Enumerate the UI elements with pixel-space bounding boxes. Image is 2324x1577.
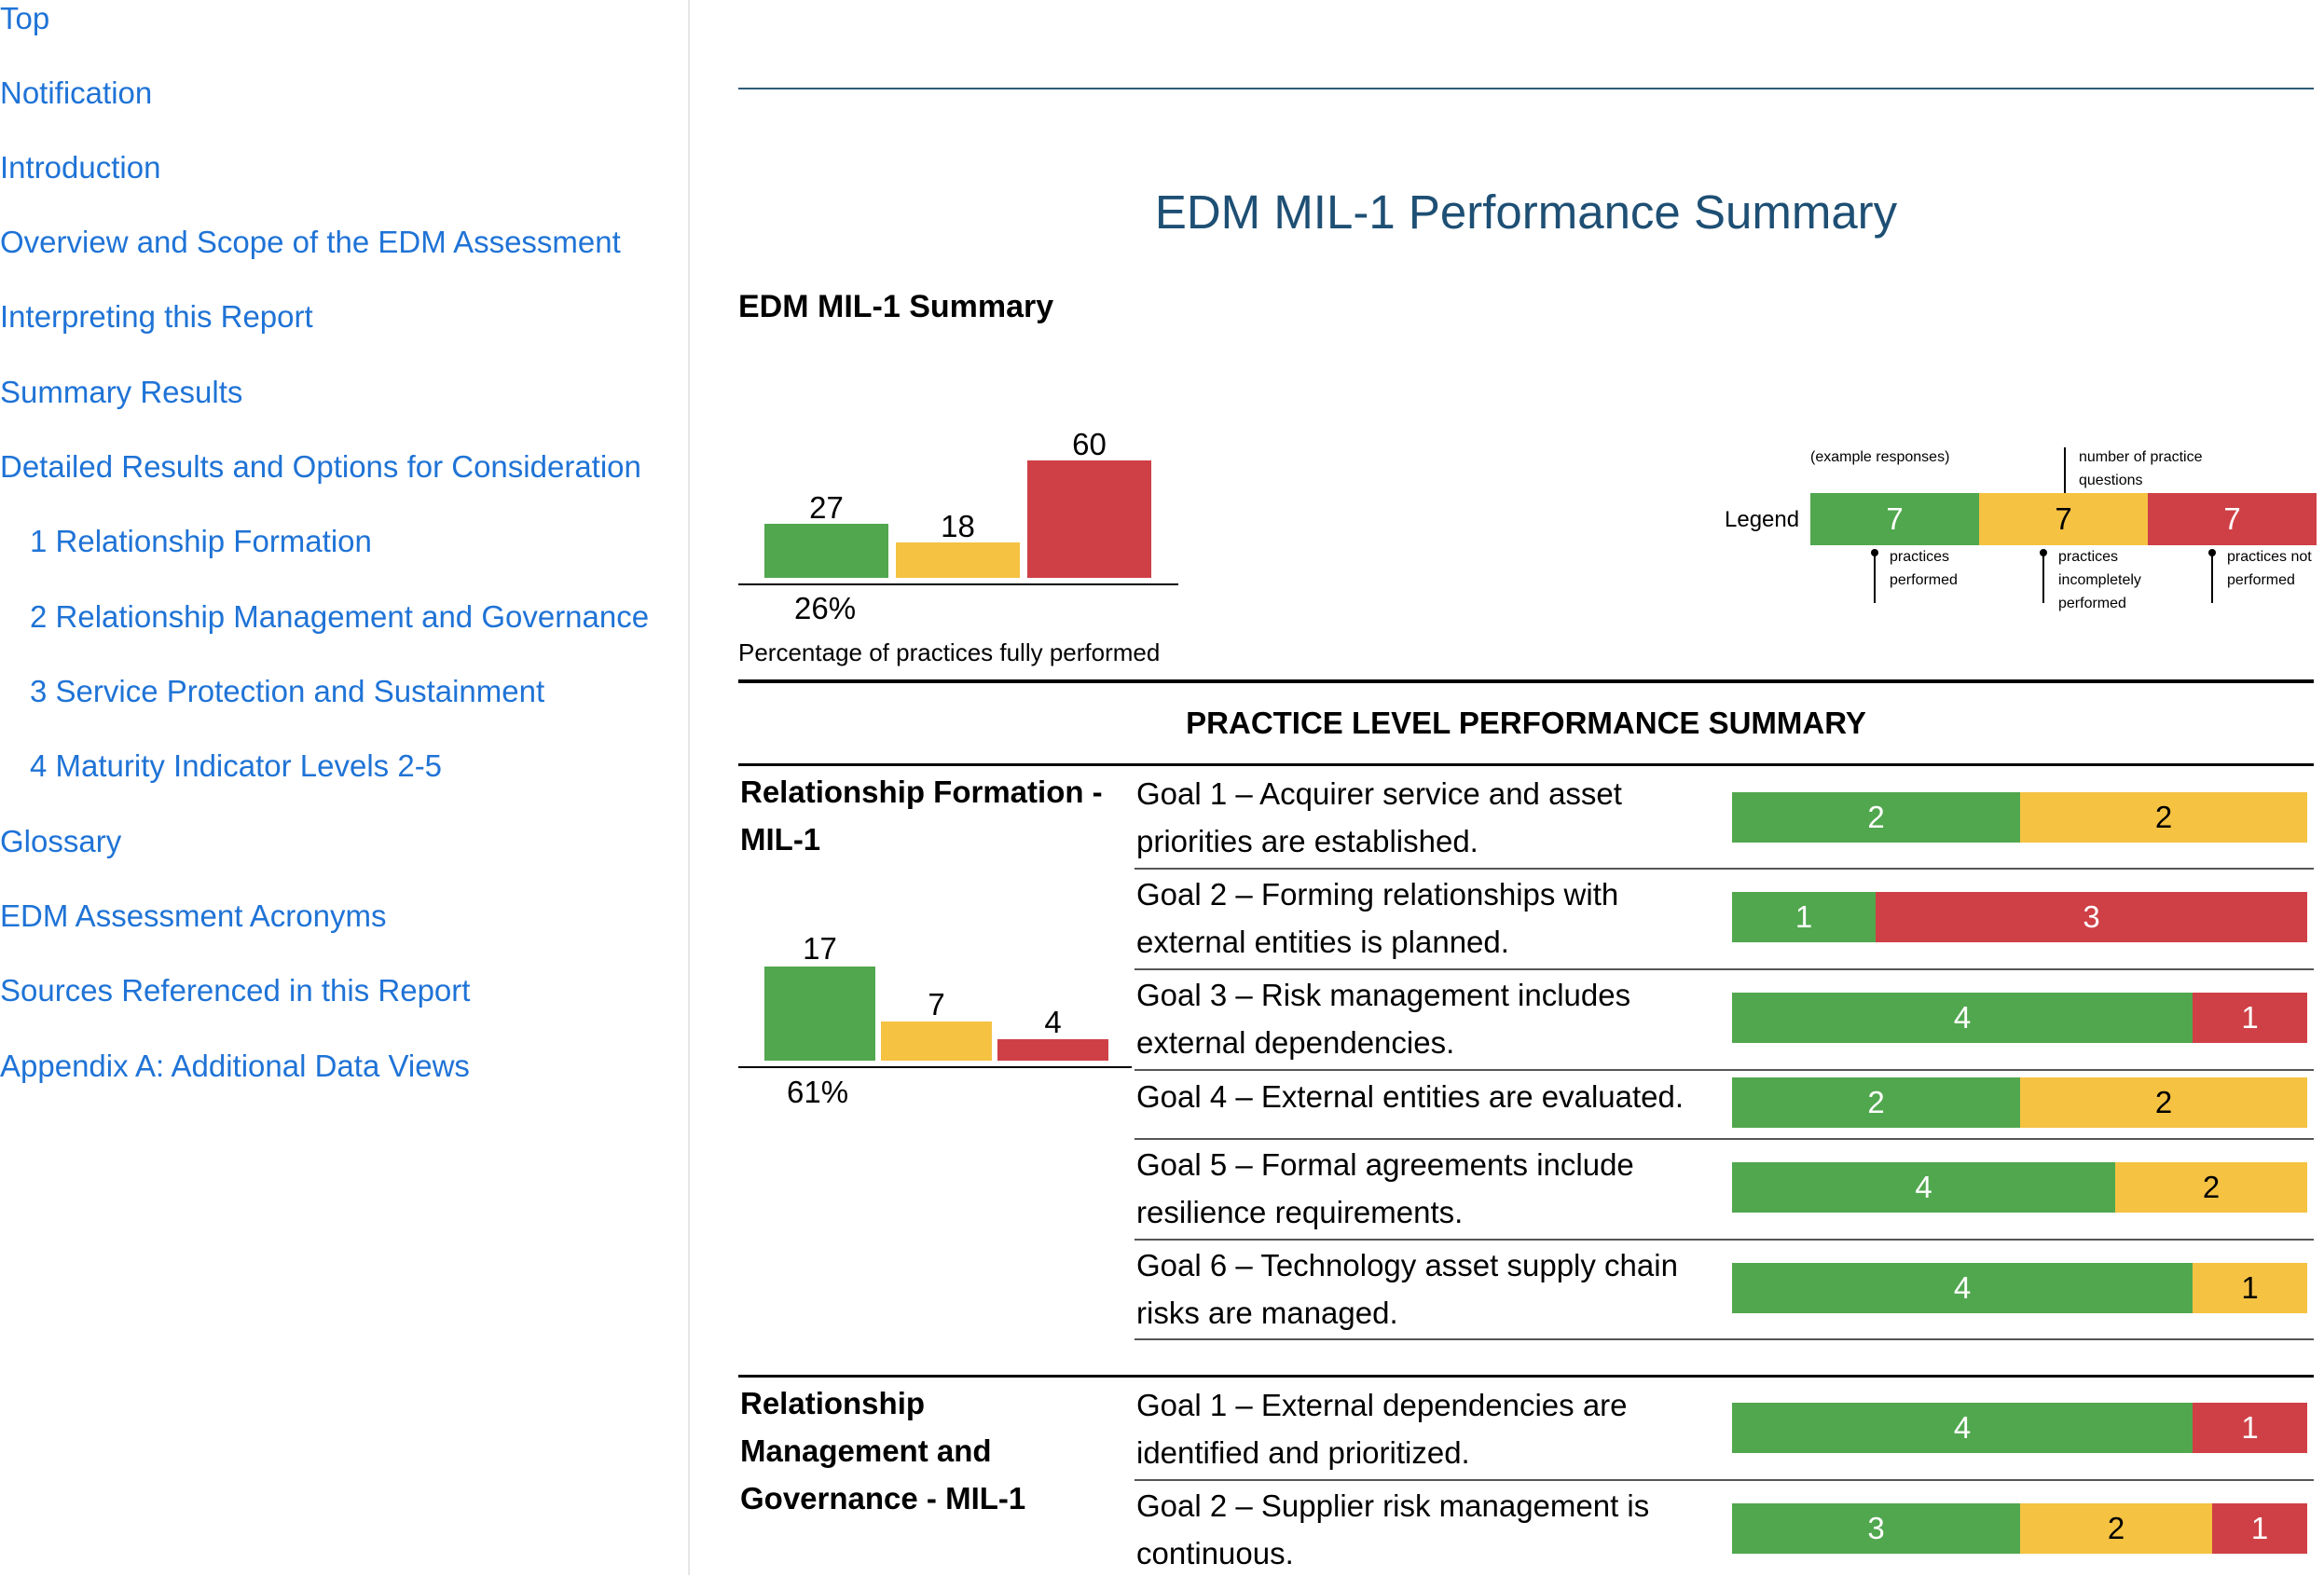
section-percent: 61% [787, 1075, 849, 1109]
legend-swatch-performed: 7 [1810, 493, 1979, 545]
nav-link-top[interactable]: Top [0, 1, 50, 35]
summary-value-incomplete: 18 [941, 509, 975, 543]
nav-link-notification[interactable]: Notification [0, 75, 153, 110]
legend-example-note: (example responses) [1810, 449, 1950, 465]
legend-note-performed: practices performed [1890, 549, 1958, 588]
goal-divider [1134, 868, 2314, 870]
section-rule [738, 1375, 2314, 1378]
section-bar-performed [764, 967, 875, 1061]
goal-divider [1134, 1239, 2314, 1241]
top-divider [738, 88, 2314, 89]
goal-bar-not-performed: 1 [2193, 1403, 2307, 1453]
nav-link-detailed-results[interactable]: Detailed Results and Options for Conside… [0, 449, 641, 484]
section-title: Relationship Formation - MIL-1 [740, 775, 1103, 857]
goal-bar-incomplete: 2 [2115, 1162, 2307, 1213]
goal-bar-incomplete: 2 [2020, 1077, 2307, 1128]
goal-bar-performed: 4 [1732, 1162, 2115, 1213]
goal-bar-incomplete: 2 [2020, 1503, 2212, 1554]
summary-chart-axis [738, 583, 1178, 585]
section-value-performed: 17 [803, 931, 837, 966]
legend-label: Legend [1725, 507, 1800, 532]
goal-bar-performed: 4 [1732, 993, 2193, 1043]
goal-bar-performed: 1 [1732, 892, 1876, 942]
goal-divider [1134, 1069, 2314, 1071]
section-value-incomplete: 7 [928, 987, 945, 1022]
summary-bar-not-performed [1027, 460, 1151, 578]
legend-pointer-line [2042, 552, 2044, 603]
goal-bar-not-performed: 1 [2193, 993, 2307, 1043]
sidebar-nav: Top Notification Introduction Overview a… [0, 0, 690, 1575]
legend-number-pointer [2064, 447, 2066, 503]
report-content: EDM MIL-1 Performance Summary EDM MIL-1 … [690, 0, 2324, 1575]
goal-text: Goal 2 – Supplier risk management is con… [1136, 1488, 1650, 1570]
goal-text: Goal 5 – Formal agreements include resil… [1136, 1147, 1634, 1229]
nav-link-glossary[interactable]: Glossary [0, 824, 122, 858]
legend-swatch-not-performed: 7 [2148, 493, 2317, 545]
legend-note-not-performed: practices not performed [2227, 549, 2312, 588]
page-title: EDM MIL-1 Performance Summary [1154, 185, 1898, 239]
legend-pointer-line [2211, 552, 2213, 603]
goal-bar-performed: 4 [1732, 1263, 2193, 1313]
nav-link-relationship-management[interactable]: 2 Relationship Management and Governance [30, 599, 650, 634]
summary-percent: 26% [794, 591, 857, 625]
nav-link-overview[interactable]: Overview and Scope of the EDM Assessment [0, 225, 621, 259]
goal-text: Goal 6 – Technology asset supply chain r… [1136, 1248, 1678, 1330]
summary-bar-performed [764, 524, 888, 578]
summary-value-not-performed: 60 [1072, 427, 1107, 461]
section-bar-not-performed [997, 1039, 1108, 1061]
section-bar-incomplete [881, 1022, 992, 1061]
nav-link-acronyms[interactable]: EDM Assessment Acronyms [0, 898, 387, 933]
nav-link-relationship-formation[interactable]: 1 Relationship Formation [30, 524, 372, 558]
goal-bar-not-performed: 3 [1876, 892, 2307, 942]
goal-divider [1134, 1479, 2314, 1481]
summary-bar-incomplete [896, 542, 1020, 578]
summary-value-performed: 27 [809, 490, 844, 525]
nav-link-maturity-levels[interactable]: 4 Maturity Indicator Levels 2-5 [30, 748, 443, 783]
goal-bar-performed: 3 [1732, 1503, 2020, 1554]
goal-bar-performed: 2 [1732, 792, 2020, 843]
nav-link-sources[interactable]: Sources Referenced in this Report [0, 973, 471, 1008]
section-value-not-performed: 4 [1044, 1005, 1062, 1039]
nav-link-appendix-a[interactable]: Appendix A: Additional Data Views [0, 1049, 470, 1083]
goal-text: Goal 4 – External entities are evaluated… [1136, 1079, 1685, 1114]
section-divider [738, 679, 2314, 683]
legend-number-note: number of practice questions [2079, 449, 2203, 488]
nav-link-summary-results[interactable]: Summary Results [0, 375, 243, 409]
goal-bar-incomplete: 1 [2193, 1263, 2307, 1313]
goal-bar-performed: 4 [1732, 1403, 2193, 1453]
section-title: Relationship Management and Governance -… [740, 1386, 1026, 1515]
goal-text: Goal 2 – Forming relationships with exte… [1136, 877, 1619, 959]
goal-bar-incomplete: 2 [2020, 792, 2307, 843]
legend-note-incomplete: practices incompletely performed [2058, 549, 2141, 611]
summary-caption: Percentage of practices fully performed [738, 638, 1161, 666]
section-rule [738, 763, 2314, 766]
goal-divider [1134, 968, 2314, 970]
goal-text: Goal 1 – External dependencies are ident… [1136, 1388, 1628, 1470]
goal-bar-not-performed: 1 [2212, 1503, 2307, 1554]
nav-link-service-protection[interactable]: 3 Service Protection and Sustainment [30, 674, 545, 708]
goal-divider [1134, 1338, 2314, 1340]
goal-bar-performed: 2 [1732, 1077, 2020, 1128]
legend-swatch-incomplete: 7 [1979, 493, 2148, 545]
goal-text: Goal 3 – Risk management includes extern… [1136, 978, 1631, 1060]
nav-link-interpreting[interactable]: Interpreting this Report [0, 299, 313, 334]
goal-text: Goal 1 – Acquirer service and asset prio… [1136, 776, 1622, 858]
summary-heading: EDM MIL-1 Summary [738, 289, 1054, 324]
legend-pointer-line [1874, 552, 1876, 603]
nav-link-introduction[interactable]: Introduction [0, 150, 161, 185]
practice-summary-heading: PRACTICE LEVEL PERFORMANCE SUMMARY [1186, 706, 1866, 740]
section-chart-axis [738, 1066, 1132, 1068]
goal-divider [1134, 1138, 2314, 1140]
